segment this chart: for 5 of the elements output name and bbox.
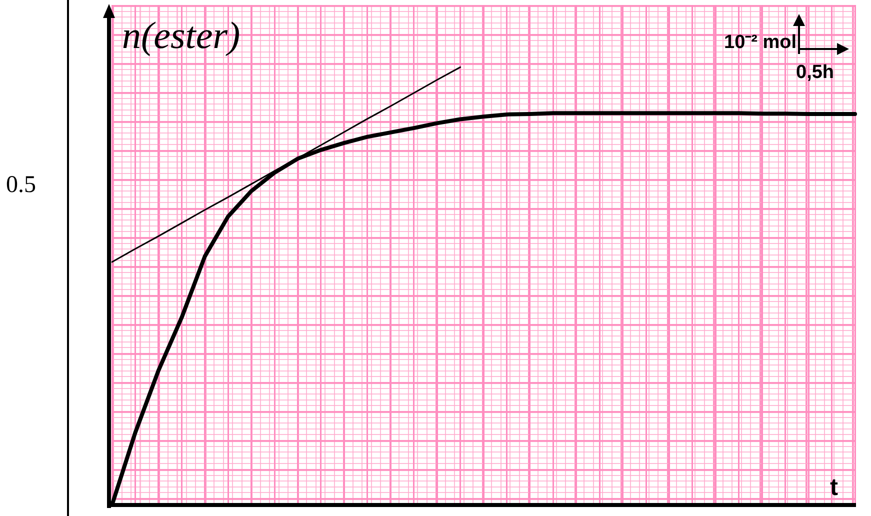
text: 10⁻² mol <box>724 31 797 54</box>
text: 0.5 <box>6 172 36 199</box>
x-axis-title: t <box>830 474 838 502</box>
y-axis-title: n(ester) <box>122 14 240 58</box>
annotation: 0,5h <box>796 62 834 84</box>
